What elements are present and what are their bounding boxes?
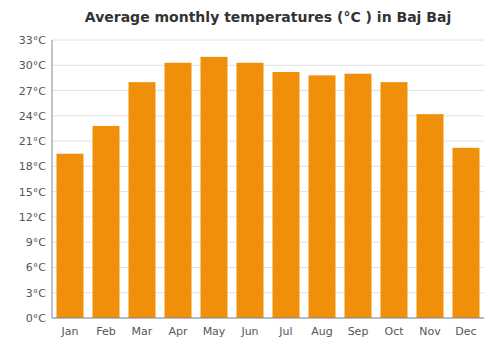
bar — [309, 75, 336, 318]
y-tick-label: 21°C — [19, 135, 46, 148]
bar — [93, 126, 120, 318]
chart-svg: Average monthly temperatures (°C ) in Ba… — [0, 0, 500, 350]
bar — [273, 72, 300, 318]
bar — [345, 74, 372, 318]
x-axis: Jan Feb Mar Apr May Jun Jul Aug Sep Oct Nov Dec — [52, 40, 484, 338]
x-tick-label: Jan — [61, 325, 79, 338]
x-tick-label: Jul — [278, 325, 292, 338]
bar — [237, 63, 264, 318]
chart-container: Average monthly temperatures (°C ) in Ba… — [0, 0, 500, 350]
grid-line — [52, 40, 484, 41]
y-grid — [52, 40, 484, 318]
y-axis: 0°C 3°C 6°C 9°C 12°C 15°C 18°C 21°C 24°C 27°C 30°C… — [19, 34, 46, 325]
bar — [129, 82, 156, 318]
bar — [201, 57, 228, 318]
y-tick-label: 3°C — [26, 287, 46, 300]
grid-line — [52, 65, 484, 66]
bar — [57, 154, 84, 318]
x-axis-line — [52, 318, 484, 319]
x-tick-label: Apr — [168, 325, 188, 338]
x-tick-label: Oct — [384, 325, 404, 338]
y-tick-label: 0°C — [26, 312, 46, 325]
y-tick-label: 18°C — [19, 160, 46, 173]
y-tick-label: 6°C — [26, 261, 46, 274]
bar — [453, 148, 480, 318]
x-tick-label: Dec — [455, 325, 476, 338]
grid-line — [52, 318, 484, 319]
page: {"chart_data": {"type": "bar", "title": … — [0, 0, 500, 350]
x-tick-label: Sep — [348, 325, 369, 338]
x-tick-label: Feb — [96, 325, 115, 338]
grid-line — [52, 90, 484, 91]
x-tick-label: Jun — [240, 325, 258, 338]
bars — [57, 57, 480, 318]
x-tick-label: May — [203, 325, 226, 338]
bar — [381, 82, 408, 318]
x-tick-label: Aug — [311, 325, 332, 338]
y-tick-label: 33°C — [19, 34, 46, 47]
y-tick-label: 24°C — [19, 110, 46, 123]
y-tick-label: 30°C — [19, 59, 46, 72]
y-tick-label: 15°C — [19, 186, 46, 199]
y-tick-label: 12°C — [19, 211, 46, 224]
y-tick-label: 27°C — [19, 85, 46, 98]
bar — [165, 63, 192, 318]
x-tick-label: Nov — [419, 325, 441, 338]
bar — [417, 114, 444, 318]
y-tick-label: 9°C — [26, 236, 46, 249]
x-tick-label: Mar — [132, 325, 153, 338]
y-axis-line — [52, 40, 53, 318]
chart-title: Average monthly temperatures (°C ) in Ba… — [85, 9, 451, 25]
